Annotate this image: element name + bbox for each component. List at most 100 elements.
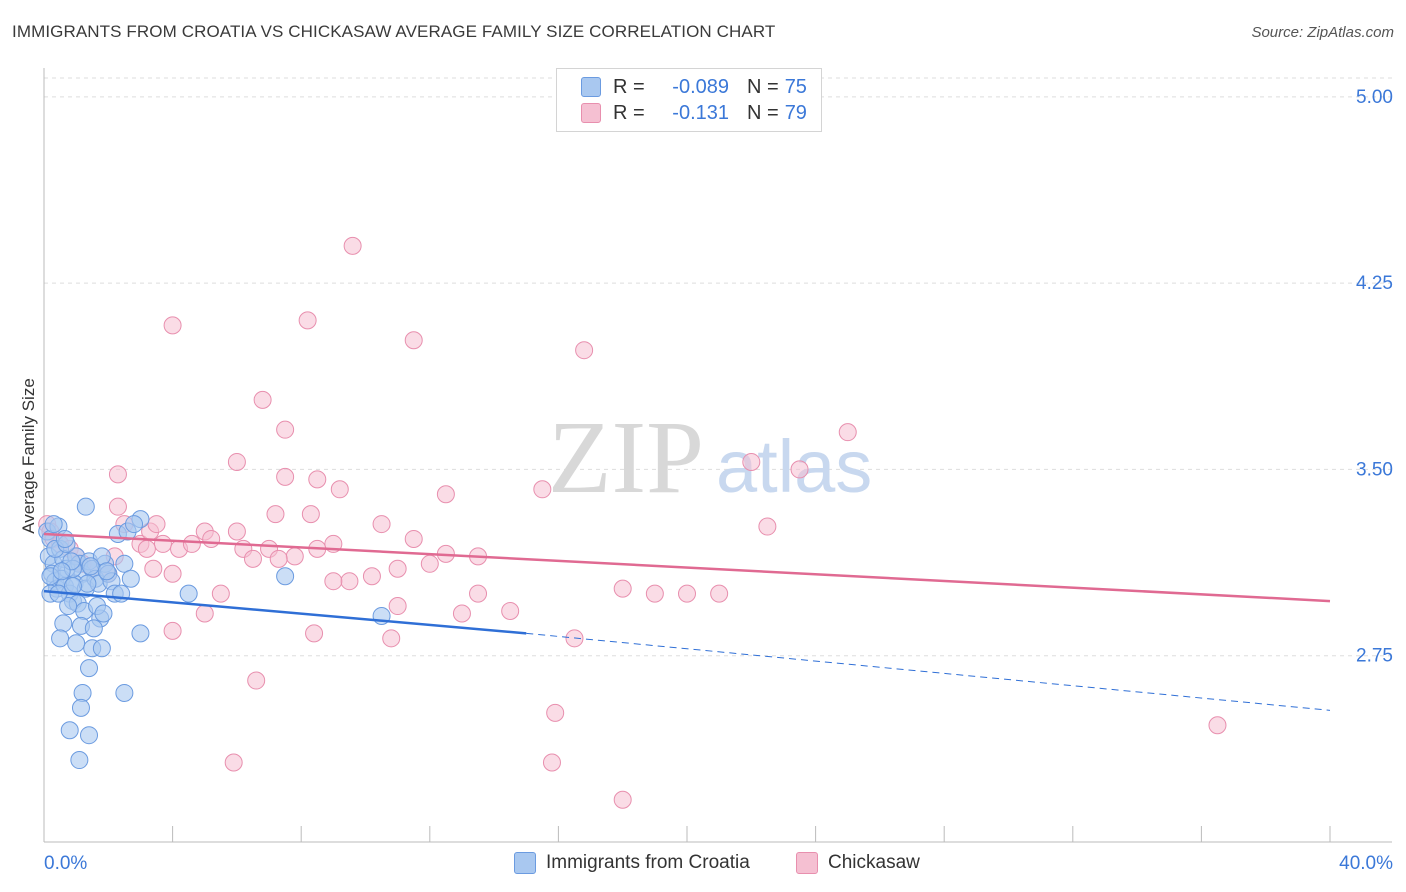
chickasaw-point <box>163 564 182 583</box>
legend-swatch-pink <box>581 103 601 123</box>
croatia-point <box>70 751 89 770</box>
chickasaw-point <box>575 341 594 360</box>
chickasaw-point <box>742 452 761 471</box>
legend-r-value: -0.131 <box>672 101 729 124</box>
legend-swatch-pink <box>796 852 818 874</box>
x-tick-label: 0.0% <box>44 853 87 874</box>
croatia-point <box>81 557 100 576</box>
croatia-point <box>52 562 71 581</box>
y-tick-label: 3.50 <box>1356 459 1393 480</box>
chickasaw-point <box>372 515 391 534</box>
legend-swatch-blue <box>514 852 536 874</box>
chickasaw-point <box>388 597 407 616</box>
chickasaw-trend-line <box>43 532 1331 603</box>
chickasaw-point <box>147 515 166 534</box>
chickasaw-point <box>436 485 455 504</box>
chickasaw-point <box>404 529 423 548</box>
chickasaw-point <box>420 554 439 573</box>
chickasaw-point <box>542 753 561 772</box>
chickasaw-point <box>269 549 288 568</box>
chickasaw-point <box>163 316 182 335</box>
x-tick-label: 40.0% <box>1339 853 1393 874</box>
croatia-point <box>80 659 99 678</box>
legend-n-label: N = <box>747 75 779 98</box>
croatia-point <box>80 726 99 745</box>
croatia-point <box>131 624 150 643</box>
chickasaw-point <box>362 567 381 586</box>
chickasaw-point <box>276 420 295 439</box>
legend-n-value: 79 <box>784 101 807 124</box>
legend-r-label: R = <box>613 101 645 124</box>
legend-item-chickasaw[interactable]: Chickasaw <box>796 852 920 874</box>
chickasaw-point <box>678 584 696 603</box>
chickasaw-point <box>324 572 343 591</box>
chickasaw-point <box>452 604 471 623</box>
chickasaw-point <box>343 236 362 255</box>
chickasaw-point <box>253 390 272 409</box>
croatia-point <box>54 614 73 633</box>
croatia-point <box>67 634 86 653</box>
watermark: ZIP atlas <box>548 400 872 515</box>
y-axis-label: Average Family Size <box>19 378 38 534</box>
source-label: Source: ZipAtlas.com <box>1251 24 1394 41</box>
croatia-point <box>51 629 70 648</box>
legend-n-label: N = <box>747 101 779 124</box>
legend-item-label: Chickasaw <box>828 852 920 873</box>
chickasaw-point <box>305 624 324 643</box>
chickasaw-point <box>388 559 407 578</box>
chart-title: IMMIGRANTS FROM CROATIA VS CHICKASAW AVE… <box>12 22 776 41</box>
legend-row-chickasaw: R = -0.131 N = 79 <box>581 101 807 125</box>
chickasaw-point <box>137 539 156 558</box>
croatia-point <box>94 604 113 623</box>
y-tick-label: 5.00 <box>1356 87 1393 108</box>
croatia-point <box>55 529 74 548</box>
croatia-point <box>59 597 78 616</box>
chickasaw-point <box>404 331 423 350</box>
axes <box>43 68 1392 843</box>
chickasaw-point <box>211 584 230 603</box>
y-tick-label: 4.25 <box>1356 273 1393 294</box>
chickasaw-point <box>298 311 317 330</box>
chickasaw-point <box>790 460 809 479</box>
chickasaw-point <box>153 534 172 553</box>
chickasaw-point <box>301 505 320 524</box>
chickasaw-point <box>108 465 127 484</box>
chickasaw-point <box>247 671 266 690</box>
croatia-point <box>76 497 95 516</box>
croatia-trend-extension <box>526 632 1331 711</box>
chickasaw-point <box>108 497 127 516</box>
croatia-point <box>97 562 116 581</box>
croatia-points <box>38 497 391 770</box>
chickasaw-point <box>645 584 664 603</box>
croatia-point <box>115 554 134 573</box>
legend-r-value: -0.089 <box>672 75 729 98</box>
chickasaw-point <box>182 534 201 553</box>
chickasaw-point <box>340 572 359 591</box>
chickasaw-point <box>533 480 552 499</box>
chickasaw-point <box>308 470 327 489</box>
croatia-point <box>115 683 134 702</box>
chickasaw-point <box>202 529 221 548</box>
croatia-point <box>44 515 63 534</box>
chickasaw-point <box>227 452 246 471</box>
tick-labels: 2.75 3.50 4.25 5.00 0.0% 40.0% <box>44 87 1393 874</box>
croatia-point <box>60 721 79 740</box>
croatia-point <box>92 639 111 658</box>
croatia-point <box>71 698 90 717</box>
chickasaw-point <box>227 522 246 541</box>
chickasaw-point <box>501 602 520 620</box>
chickasaw-point <box>546 703 565 722</box>
croatia-trend-line <box>43 589 527 635</box>
croatia-point <box>276 567 295 586</box>
chickasaw-point <box>613 790 632 809</box>
croatia-point <box>179 584 198 603</box>
legend-box: R = -0.089 N = 75 R = -0.131 N = 79 <box>556 68 822 132</box>
legend-item-label: Immigrants from Croatia <box>546 852 750 873</box>
chickasaw-points <box>38 236 1227 809</box>
chickasaw-point <box>243 549 262 568</box>
legend-row-croatia: R = -0.089 N = 75 <box>581 75 807 99</box>
legend-item-croatia[interactable]: Immigrants from Croatia <box>514 852 750 874</box>
chickasaw-point <box>1208 716 1227 735</box>
chickasaw-point <box>266 505 285 524</box>
